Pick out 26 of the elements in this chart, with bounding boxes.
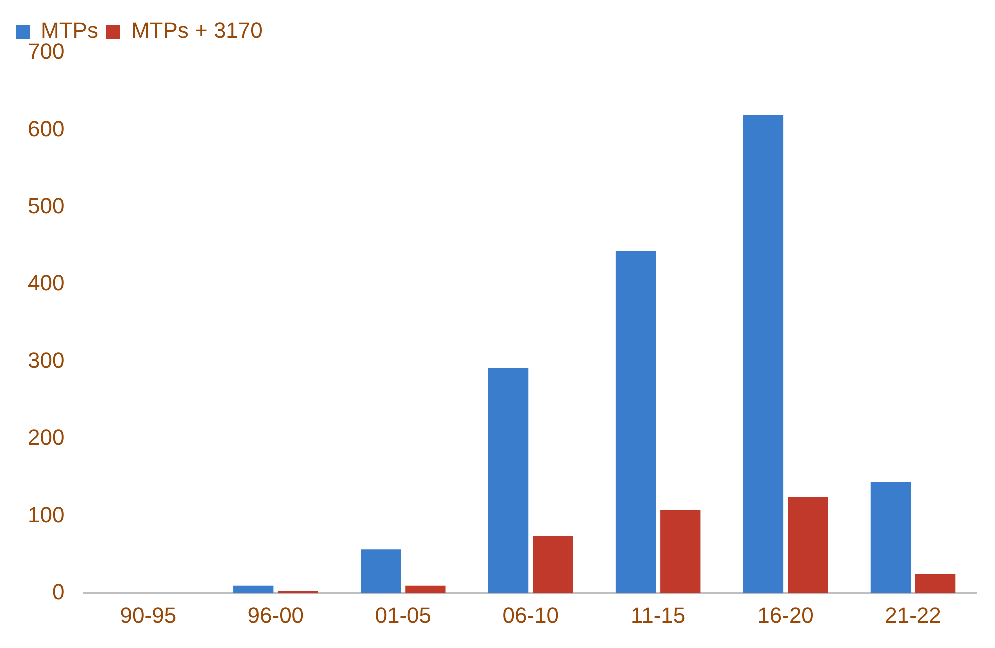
y-tick-label: 0	[52, 580, 65, 605]
bar	[533, 536, 574, 594]
y-tick-label: 600	[28, 116, 65, 142]
bar	[915, 574, 956, 594]
x-tick-label: 90-95	[120, 602, 177, 628]
x-tick-label: 11-15	[631, 602, 686, 628]
y-tick-label: 300	[28, 348, 65, 373]
bar	[660, 510, 701, 594]
x-tick-label: 96-00	[248, 602, 304, 628]
bar	[743, 116, 784, 594]
y-tick-label: 500	[28, 194, 65, 219]
bar	[406, 586, 446, 594]
bar	[234, 586, 274, 594]
y-tick-label: 100	[28, 502, 65, 528]
bar	[870, 482, 912, 594]
y-tick-label: 200	[28, 425, 65, 450]
bar	[788, 497, 828, 594]
bar	[616, 251, 656, 594]
legend-label: MTPs + 3170	[131, 18, 263, 44]
x-tick-label: 16-20	[758, 602, 814, 628]
x-tick-label: 21-22	[885, 602, 942, 628]
x-tick-label: 06-10	[502, 602, 559, 628]
y-tick-label: 400	[28, 270, 65, 296]
bar	[361, 550, 402, 594]
x-tick-label: 01-05	[375, 602, 432, 628]
bar	[488, 368, 529, 594]
